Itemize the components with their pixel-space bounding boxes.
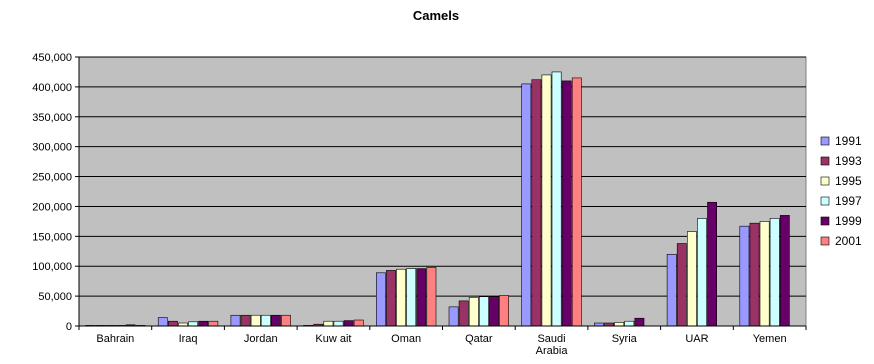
- bar-1995: [468, 297, 479, 327]
- x-category-label: Bahrain: [96, 333, 134, 345]
- legend-swatch: [820, 196, 830, 206]
- x-category-label: Oman: [391, 333, 421, 345]
- bar-2001: [426, 267, 437, 327]
- y-tick-label: 250,000: [32, 172, 72, 184]
- bar-1999: [416, 268, 427, 327]
- x-axis-categories: Bahrain Iraq Jordan Kuw ait Oman Qatar Saudi Ar…: [96, 333, 786, 357]
- bar-1997: [551, 71, 562, 327]
- legend-swatch: [820, 136, 830, 146]
- y-tick-label: 400,000: [32, 82, 72, 94]
- bar-1997: [478, 296, 489, 327]
- bar-1993: [531, 79, 542, 327]
- axes: [78, 57, 807, 330]
- bar-1997: [769, 218, 780, 327]
- x-category-label: Iraq: [179, 333, 198, 345]
- bar-1995: [250, 314, 261, 327]
- bar-2001: [208, 320, 219, 327]
- x-category-label: Jordan: [244, 333, 278, 345]
- bars: [85, 71, 790, 327]
- gridlines: [79, 56, 806, 297]
- y-axis-ticks: 0 50,000 100,000 150,000 200,000 250,000 300,0…: [32, 52, 79, 333]
- bar-1999: [707, 201, 717, 327]
- bar-1991: [157, 317, 168, 327]
- legend: 1991 1993 1995 1997 1999 2001: [820, 134, 862, 248]
- legend-label: 1991: [835, 134, 862, 148]
- bar-1993: [458, 300, 469, 327]
- legend-label: 1997: [835, 194, 862, 208]
- y-tick-label: 300,000: [32, 142, 72, 154]
- x-category-label: Kuw ait: [315, 333, 351, 345]
- bar-1999: [343, 320, 354, 327]
- legend-swatch: [820, 236, 830, 246]
- legend-swatch: [820, 176, 830, 186]
- bar-1991: [375, 272, 386, 327]
- bar-1997: [624, 320, 635, 327]
- x-category-label: UAR: [685, 333, 708, 345]
- bar-1993: [676, 243, 687, 327]
- x-category-label: Yemen: [753, 333, 787, 345]
- bar-1997: [406, 268, 417, 327]
- bar-1995: [323, 320, 334, 327]
- bar-1999: [779, 215, 790, 327]
- bar-2001: [571, 77, 582, 327]
- chart-title: Camels: [413, 8, 459, 23]
- bar-1993: [386, 270, 396, 327]
- legend-label: 2001: [835, 234, 862, 248]
- bar-1999: [270, 314, 281, 327]
- bar-1991: [448, 306, 459, 327]
- y-tick-label: 150,000: [32, 231, 72, 243]
- legend-label: 1999: [835, 214, 862, 228]
- bar-1997: [260, 314, 271, 327]
- bar-1991: [230, 314, 241, 327]
- legend-swatch: [820, 216, 830, 226]
- x-category-label: Qatar: [465, 333, 493, 345]
- bar-1999: [634, 317, 645, 327]
- y-tick-label: 350,000: [32, 112, 72, 124]
- plot-area: [78, 56, 807, 327]
- legend-swatch: [820, 156, 830, 166]
- bar-1997: [333, 320, 344, 327]
- bar-1991: [666, 253, 677, 327]
- y-tick-label: 50,000: [38, 291, 72, 303]
- bar-1999: [561, 80, 572, 327]
- bar-1993: [240, 314, 251, 327]
- bar-1995: [396, 268, 406, 327]
- bar-1995: [541, 74, 552, 327]
- bar-1997: [188, 321, 198, 327]
- y-tick-label: 0: [66, 321, 72, 333]
- bar-2001: [281, 314, 291, 327]
- x-category-label: Syria: [612, 333, 638, 345]
- legend-label: 1995: [835, 174, 862, 188]
- legend-label: 1993: [835, 154, 862, 168]
- y-tick-label: 200,000: [32, 201, 72, 213]
- bar-2001: [353, 319, 364, 327]
- bar-1999: [198, 320, 209, 327]
- bar-1995: [614, 322, 625, 327]
- bar-1997: [697, 218, 707, 327]
- bar-1991: [521, 83, 532, 327]
- bar-1995: [759, 221, 770, 327]
- bar-2001: [499, 295, 509, 327]
- y-tick-label: 450,000: [32, 52, 72, 64]
- bar-1993: [168, 320, 178, 327]
- bar-1995: [686, 231, 697, 327]
- bar-1991: [739, 225, 750, 327]
- bar-1993: [749, 222, 760, 327]
- bar-1999: [489, 296, 499, 327]
- y-tick-label: 100,000: [32, 261, 72, 273]
- x-category-label: Saudi Arabia: [536, 333, 569, 357]
